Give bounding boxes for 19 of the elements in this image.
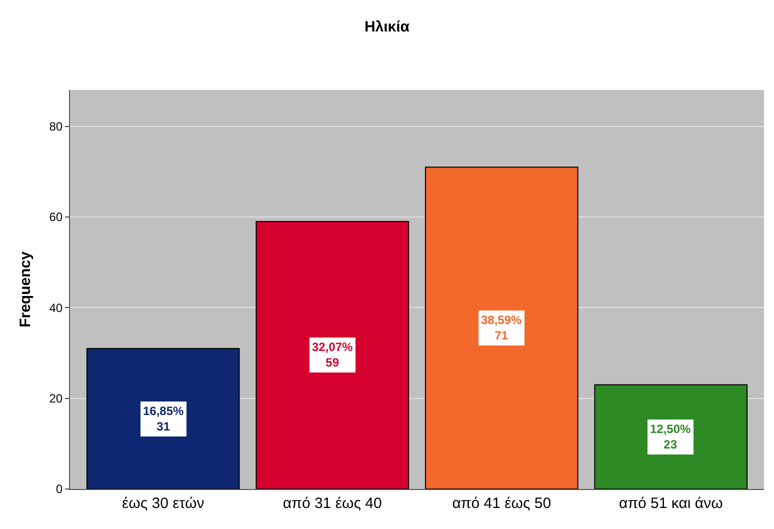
bar <box>424 166 578 489</box>
bar <box>256 220 410 489</box>
data-label: 12,50% 23 <box>650 422 692 452</box>
y-tick-label: 80 <box>49 119 63 134</box>
x-tick-label: από 41 έως 50 <box>452 495 552 512</box>
y-tick-label: 40 <box>49 300 63 315</box>
data-label: 16,85% 31 <box>143 404 184 434</box>
x-tick-label: από 51 και άνω <box>619 495 724 512</box>
y-axis-title: Frequency <box>17 250 34 328</box>
bar <box>594 384 748 489</box>
y-tick-label: 20 <box>49 392 63 406</box>
y-tick-label: 60 <box>49 210 63 224</box>
data-label: 32,07% 59 <box>312 340 354 370</box>
data-label: 38,59% 71 <box>481 313 522 343</box>
bar <box>86 348 240 489</box>
y-tick-label: 0 <box>56 482 63 496</box>
chart-title: Ηλικία <box>364 18 410 36</box>
x-tick-label: από 31 έως 40 <box>282 495 382 512</box>
x-tick-label: έως 30 ετών <box>122 495 204 512</box>
